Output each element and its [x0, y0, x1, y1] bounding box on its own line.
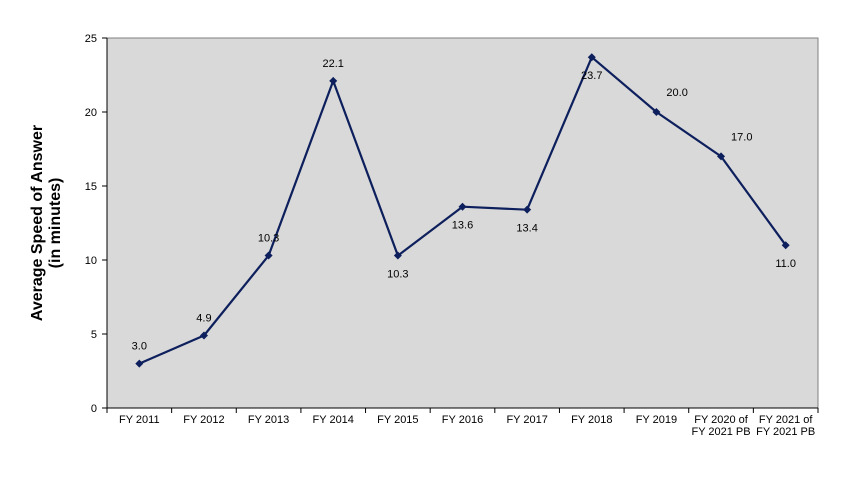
data-point-marker	[393, 251, 402, 260]
data-point-marker	[781, 241, 790, 250]
x-tick-label: FY 2017	[506, 414, 547, 426]
x-tick-label: FY 2011	[119, 414, 160, 426]
x-tick-label: FY 2018	[571, 414, 612, 426]
data-label: 10.3	[387, 269, 408, 281]
x-tick-label: FY 2013	[248, 414, 289, 426]
y-tick-label: 5	[91, 329, 97, 341]
data-label: 11.0	[775, 258, 796, 270]
data-label: 13.4	[516, 223, 537, 235]
y-axis-label-line: (in minutes)	[47, 178, 64, 269]
y-tick-label: 10	[85, 255, 97, 267]
data-label: 23.7	[581, 70, 602, 82]
y-axis-ticks: 0 5 10 15 20 25	[85, 33, 107, 415]
x-tick-label: FY 2014	[313, 414, 354, 426]
data-point-marker	[523, 205, 532, 214]
data-label: 17.0	[731, 131, 752, 143]
data-label: 22.1	[323, 58, 344, 70]
x-tick-label: FY 2020 of	[694, 414, 749, 426]
data-point-marker	[717, 152, 726, 161]
x-tick-label: FY 2019	[636, 414, 677, 426]
data-point-marker	[587, 53, 596, 62]
series-group: 3.0 4.9 10.3 22.1 10.3 13.6 13.4 23.7 20.0 17.0 11…	[132, 53, 796, 368]
x-tick-label: FY 2021 PB	[691, 426, 750, 438]
plot-area	[106, 37, 819, 409]
x-tick-label: FY 2021 PB	[756, 426, 815, 438]
y-axis-label: Average Speed of Answer(in minutes)	[29, 125, 64, 321]
x-tick-label: FY 2015	[377, 414, 418, 426]
data-point-marker	[135, 359, 144, 368]
data-label: 4.9	[196, 312, 211, 324]
data-label: 10.3	[258, 233, 279, 245]
data-point-marker	[458, 202, 467, 211]
data-label: 3.0	[132, 341, 147, 353]
x-axis-ticks: FY 2011 FY 2012 FY 2013 FY 2014 FY 2015 FY 20…	[106, 408, 819, 438]
data-label: 13.6	[452, 220, 473, 232]
data-label: 20.0	[666, 87, 687, 99]
data-point-marker	[264, 251, 273, 260]
data-point-marker	[199, 331, 208, 340]
data-point-marker	[329, 76, 338, 85]
x-tick-label: FY 2016	[442, 414, 483, 426]
x-tick-label: FY 2012	[183, 414, 224, 426]
y-tick-label: 0	[91, 403, 97, 415]
y-axis-label-line: Average Speed of Answer	[29, 125, 46, 321]
y-tick-label: 20	[85, 107, 97, 119]
y-tick-label: 25	[85, 33, 97, 45]
y-tick-label: 15	[85, 181, 97, 193]
x-tick-label: FY 2021 of	[759, 414, 814, 426]
data-point-marker	[652, 108, 661, 116]
